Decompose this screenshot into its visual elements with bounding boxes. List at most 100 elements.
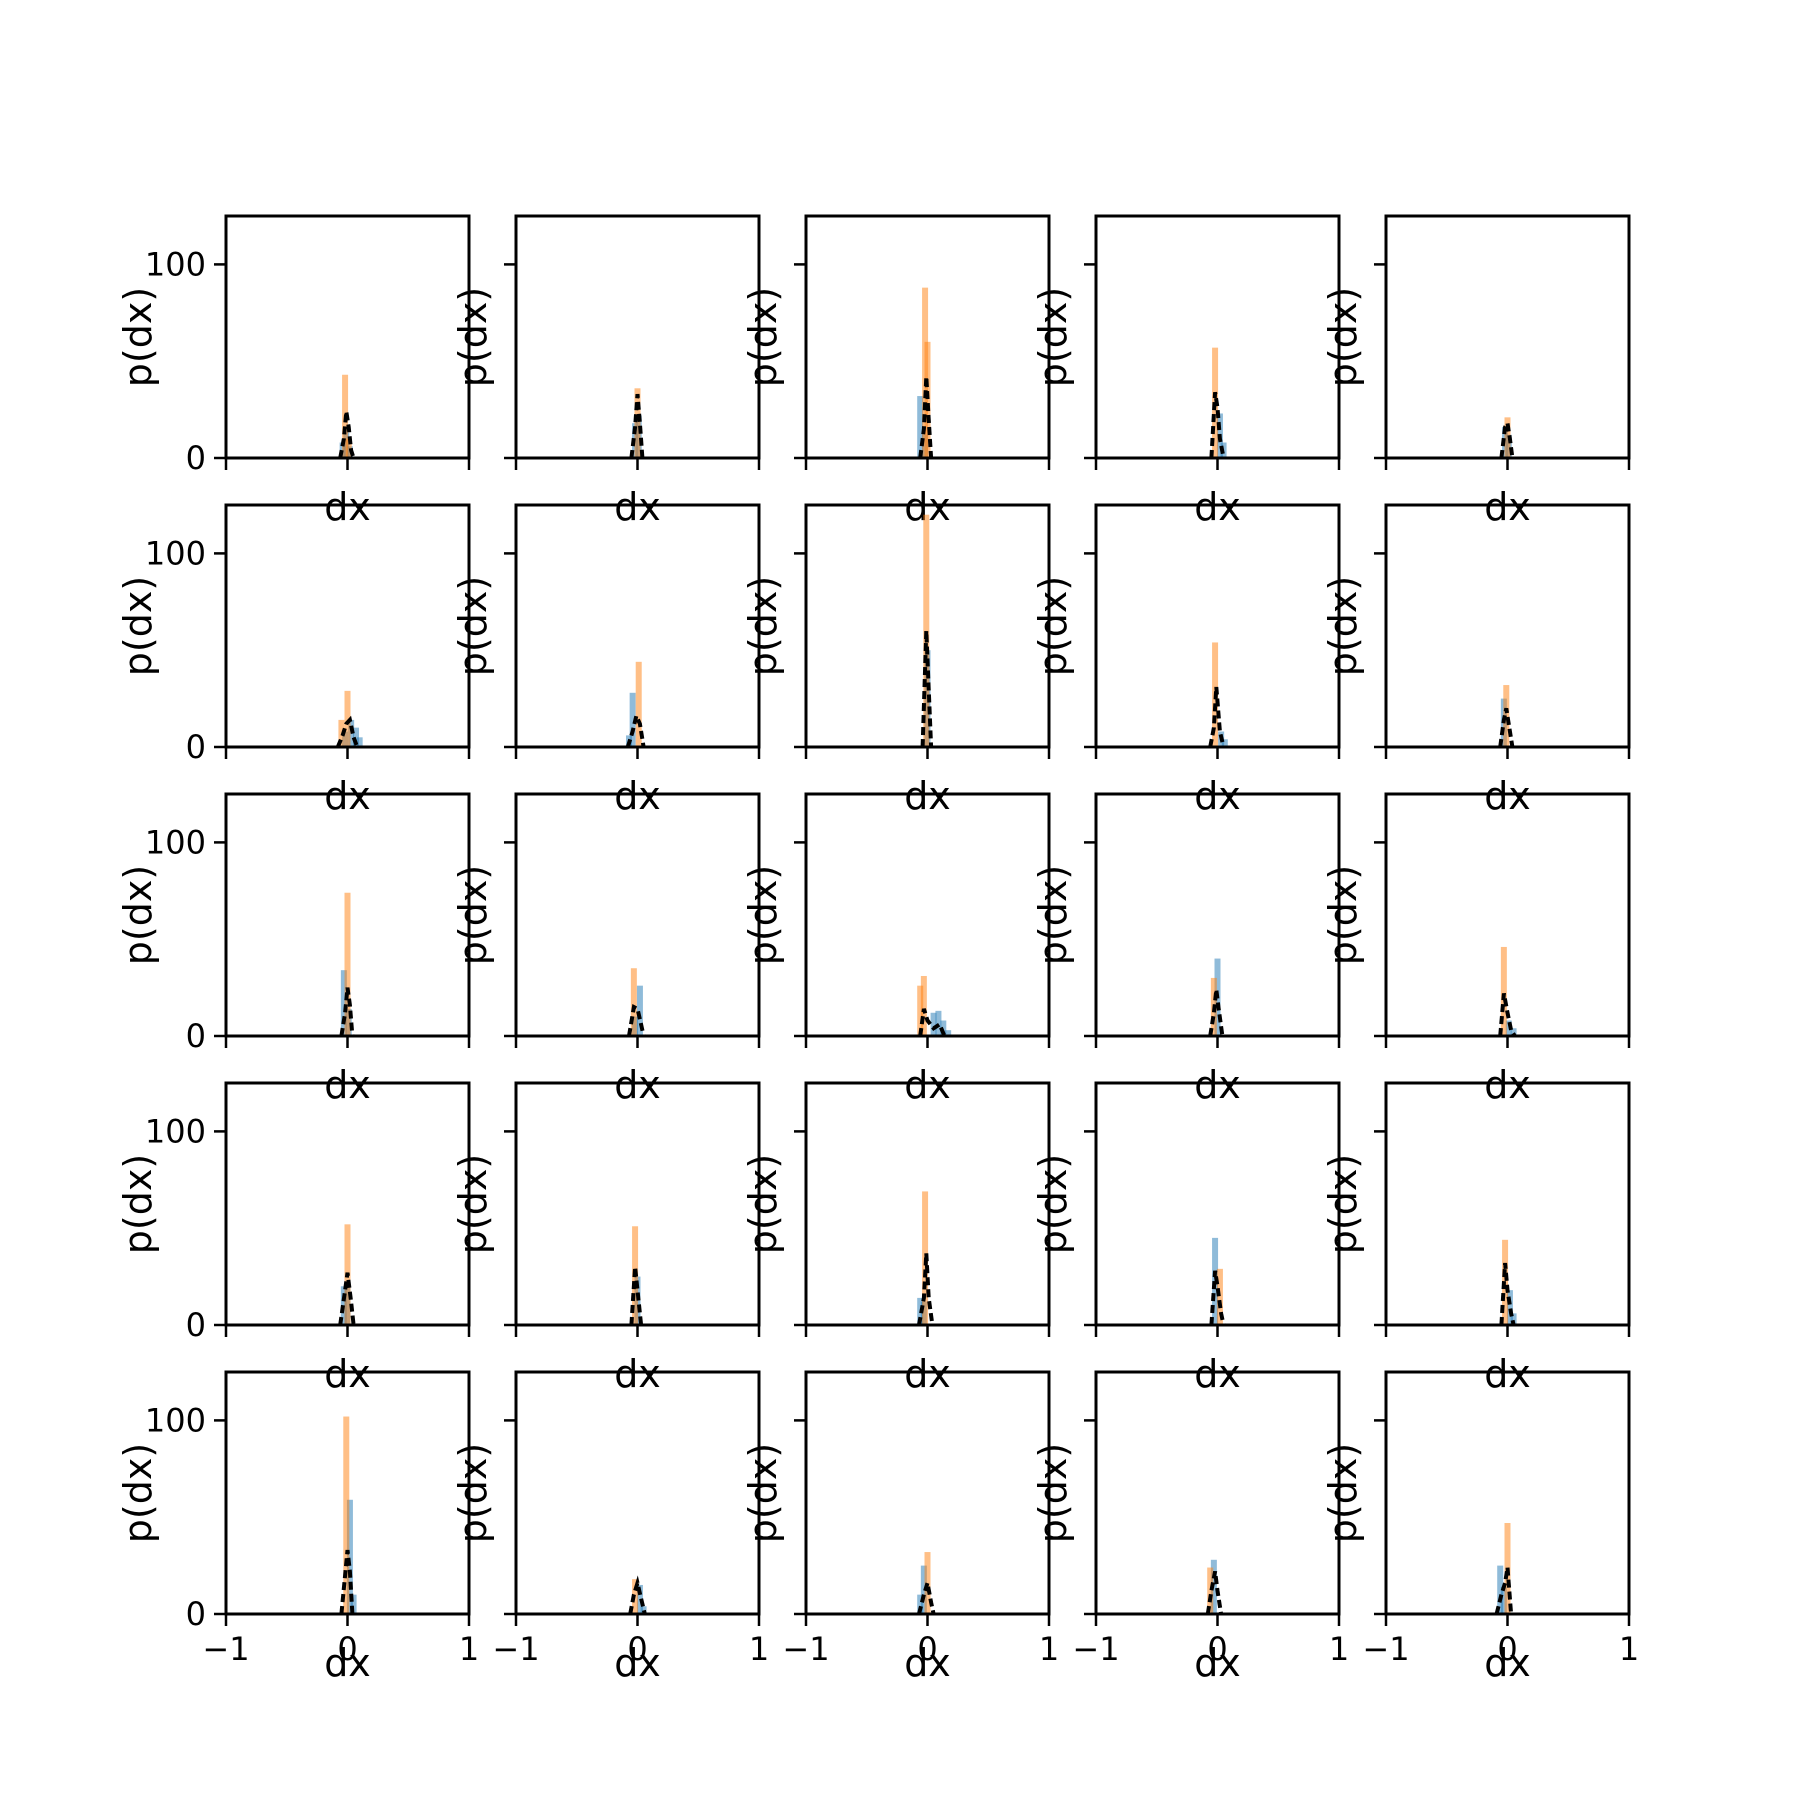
histogram-bar-a: [917, 396, 924, 458]
axes-frame: [1384, 1370, 1631, 1616]
x-axis-label: dx: [324, 1063, 371, 1107]
subplot-r0c0: 0 100 dx p(dx): [116, 214, 471, 529]
x-axis-label: dx: [1484, 485, 1531, 529]
histogram-bar-b: [920, 975, 927, 1036]
x-axis-label: dx: [904, 1063, 951, 1107]
y-axis-label: p(dx): [1031, 1154, 1075, 1254]
axes-frame: [224, 503, 471, 749]
x-axis-label: dx: [1194, 1641, 1241, 1685]
density-curve: [1498, 993, 1517, 1038]
x-tick-label: 0: [1207, 1630, 1227, 1668]
histogram-bar-a: [640, 1606, 647, 1614]
subplot-r3c3: dx p(dx): [1031, 1081, 1341, 1396]
histogram-bar-a: [1500, 1586, 1507, 1614]
density-curve: [1499, 1262, 1516, 1326]
histogram-bar-a: [917, 1594, 924, 1614]
subplot-r0c3: dx p(dx): [1031, 214, 1341, 529]
y-axis-label: p(dx): [451, 1154, 495, 1254]
axes-frame: [224, 1370, 471, 1616]
axes-frame: [804, 1081, 1051, 1327]
density-curve: [625, 709, 646, 748]
density-curve: [1494, 1567, 1514, 1615]
x-axis-label: dx: [1194, 485, 1241, 529]
histogram-bar-b: [1504, 417, 1511, 458]
y-tick-label: 100: [145, 534, 206, 572]
subplot-r4c3: −1 0 1 dx p(dx): [1031, 1370, 1349, 1685]
histogram-bar-b: [635, 661, 642, 747]
y-axis-label: p(dx): [451, 1443, 495, 1543]
density-curve: [1498, 707, 1515, 748]
axes-frame: [1384, 503, 1631, 749]
y-axis-label: p(dx): [116, 287, 160, 387]
density-curve: [918, 1008, 947, 1037]
axes-frame: [1094, 1370, 1341, 1616]
histogram-bar-a: [350, 1594, 357, 1614]
subplot-r2c3: dx p(dx): [1031, 792, 1341, 1107]
y-tick-label: 0: [186, 439, 206, 477]
subplot-r1c0: 0 100 dx p(dx): [116, 503, 471, 818]
axes-frame: [514, 214, 761, 460]
histogram-bar-b: [1207, 1567, 1214, 1614]
x-axis-label: dx: [614, 1063, 661, 1107]
x-axis-label: dx: [324, 1352, 371, 1396]
y-axis-label: p(dx): [1031, 865, 1075, 965]
axes-frame: [514, 1081, 761, 1327]
histogram-bar-b: [344, 892, 351, 1036]
y-axis-label: p(dx): [1321, 576, 1365, 676]
subplot-r0c4: dx p(dx): [1321, 214, 1631, 529]
density-curve: [338, 1272, 356, 1326]
x-axis-label: dx: [614, 774, 661, 818]
density-curve: [917, 1253, 935, 1326]
density-curve: [918, 376, 934, 459]
subplot-r1c2: dx p(dx): [741, 503, 1051, 818]
histogram-bar-a: [1221, 739, 1228, 747]
y-axis-label: p(dx): [1321, 287, 1365, 387]
x-axis-label: dx: [1484, 1641, 1531, 1685]
y-axis-label: p(dx): [1031, 1443, 1075, 1543]
histogram-bar-a: [935, 1010, 942, 1036]
histogram-bar-b: [1500, 946, 1507, 1036]
axes-frame: [514, 1370, 761, 1616]
axes-frame: [1094, 792, 1341, 1038]
x-tick-label: −1: [492, 1630, 539, 1668]
x-tick-label: 1: [459, 1630, 479, 1668]
axes-frame: [1094, 503, 1341, 749]
axes-frame: [804, 214, 1051, 460]
y-axis-label: p(dx): [451, 287, 495, 387]
histogram-bar-b: [924, 1552, 931, 1614]
y-tick-label: 100: [145, 245, 206, 283]
x-tick-label: 1: [1619, 1630, 1639, 1668]
density-curve: [1208, 989, 1225, 1037]
histogram-bar-a: [340, 970, 347, 1036]
subplot-r2c0: 0 100 dx p(dx): [116, 792, 471, 1107]
histogram-bar-a: [1506, 1290, 1513, 1325]
y-axis-label: p(dx): [451, 865, 495, 965]
axes-frame: [804, 1370, 1051, 1616]
x-axis-label: dx: [324, 774, 371, 818]
axes-frame: [804, 792, 1051, 1038]
x-axis-label: dx: [904, 1352, 951, 1396]
subplot-r3c4: dx p(dx): [1321, 1081, 1631, 1396]
histogram-bar-a: [1510, 1313, 1517, 1325]
y-axis-label: p(dx): [741, 865, 785, 965]
x-tick-label: −1: [202, 1630, 249, 1668]
x-axis-label: dx: [904, 1641, 951, 1685]
x-tick-label: 1: [749, 1630, 769, 1668]
histogram-bar-a: [945, 1030, 952, 1036]
axes-frame: [1094, 1081, 1341, 1327]
subplot-r2c1: dx p(dx): [451, 792, 761, 1107]
y-axis-label: p(dx): [741, 576, 785, 676]
density-curve: [338, 411, 356, 459]
y-tick-label: 0: [186, 1595, 206, 1633]
x-axis-label: dx: [324, 485, 371, 529]
y-axis-label: p(dx): [116, 865, 160, 965]
subplot-r2c4: dx p(dx): [1321, 792, 1631, 1107]
histogram-bar-a: [629, 692, 636, 747]
y-tick-label: 0: [186, 728, 206, 766]
axes-frame: [514, 503, 761, 749]
y-axis-label: p(dx): [1321, 1443, 1365, 1543]
axes-frame: [514, 792, 761, 1038]
density-curve: [1208, 686, 1226, 748]
density-curve: [339, 987, 355, 1037]
